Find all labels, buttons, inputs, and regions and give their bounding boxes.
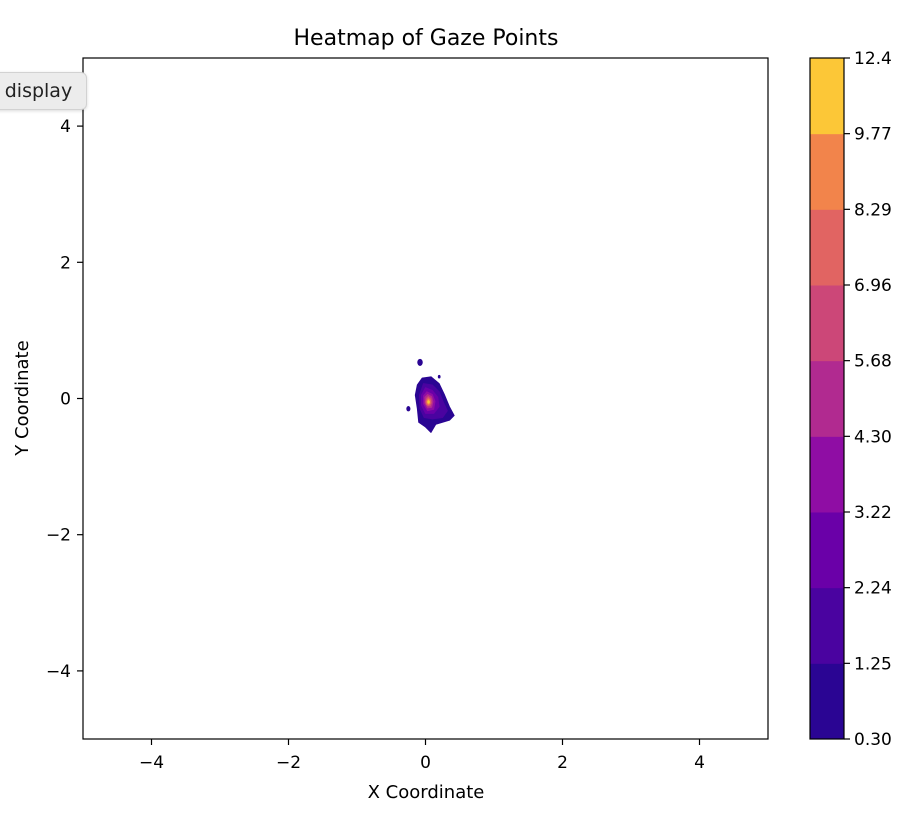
heatmap-contours xyxy=(406,358,455,433)
colorbar-frame xyxy=(809,57,845,740)
colorbar-tick-label: 1.25 xyxy=(854,654,892,674)
colorbar-segment xyxy=(810,209,844,286)
colorbar-tick-label: 3.22 xyxy=(854,503,892,523)
x-tick-label: 0 xyxy=(420,753,431,773)
colorbar-segment xyxy=(810,587,844,664)
y-axis-ticks: 4 2 0 −2 −4 xyxy=(46,117,83,682)
y-tick-label: 2 xyxy=(60,253,71,273)
colorbar-tick-label: 4.30 xyxy=(854,427,892,447)
colorbar-tick-label: 0.30 xyxy=(854,730,892,750)
colorbar-segment xyxy=(810,436,844,513)
x-axis-label: X Coordinate xyxy=(368,782,485,803)
x-axis-ticks: −4 −2 0 2 4 xyxy=(139,739,705,773)
colorbar-segment xyxy=(810,58,844,135)
colorbar-segment xyxy=(810,133,844,210)
colorbar-segment xyxy=(810,512,844,589)
y-tick-label: 0 xyxy=(60,390,71,410)
y-tick-label: 4 xyxy=(60,117,71,137)
y-tick-label: −2 xyxy=(46,526,71,546)
x-tick-label: 2 xyxy=(557,753,568,773)
colorbar-tick-label: 12.4 xyxy=(854,49,892,69)
x-tick-label: −2 xyxy=(276,753,301,773)
contour-island xyxy=(406,406,411,412)
colorbar: 0.30 1.25 2.24 3.22 4.30 5.68 6.96 8.29 9.77 12.4 xyxy=(809,49,892,750)
contour-island xyxy=(437,374,441,379)
colorbar-tick-label: 8.29 xyxy=(854,200,892,220)
x-tick-label: 4 xyxy=(694,753,705,773)
colorbar-segment xyxy=(810,360,844,437)
colorbar-segment xyxy=(810,285,844,362)
plot-area xyxy=(82,57,769,740)
display-tooltip[interactable]: e display xyxy=(0,72,88,110)
contour-level-9.77 xyxy=(427,400,430,404)
y-axis-label: Y Coordinate xyxy=(12,340,33,456)
x-tick-label: −4 xyxy=(139,753,164,773)
y-tick-label: −4 xyxy=(46,662,71,682)
colorbar-tick-label: 2.24 xyxy=(854,579,892,599)
contour-island xyxy=(417,358,423,366)
colorbar-tick-label: 6.96 xyxy=(854,276,892,296)
colorbar-tick-label: 9.77 xyxy=(854,125,892,145)
colorbar-tick-label: 5.68 xyxy=(854,352,892,372)
colorbar-segment xyxy=(810,663,844,740)
chart-title: Heatmap of Gaze Points xyxy=(294,26,559,51)
